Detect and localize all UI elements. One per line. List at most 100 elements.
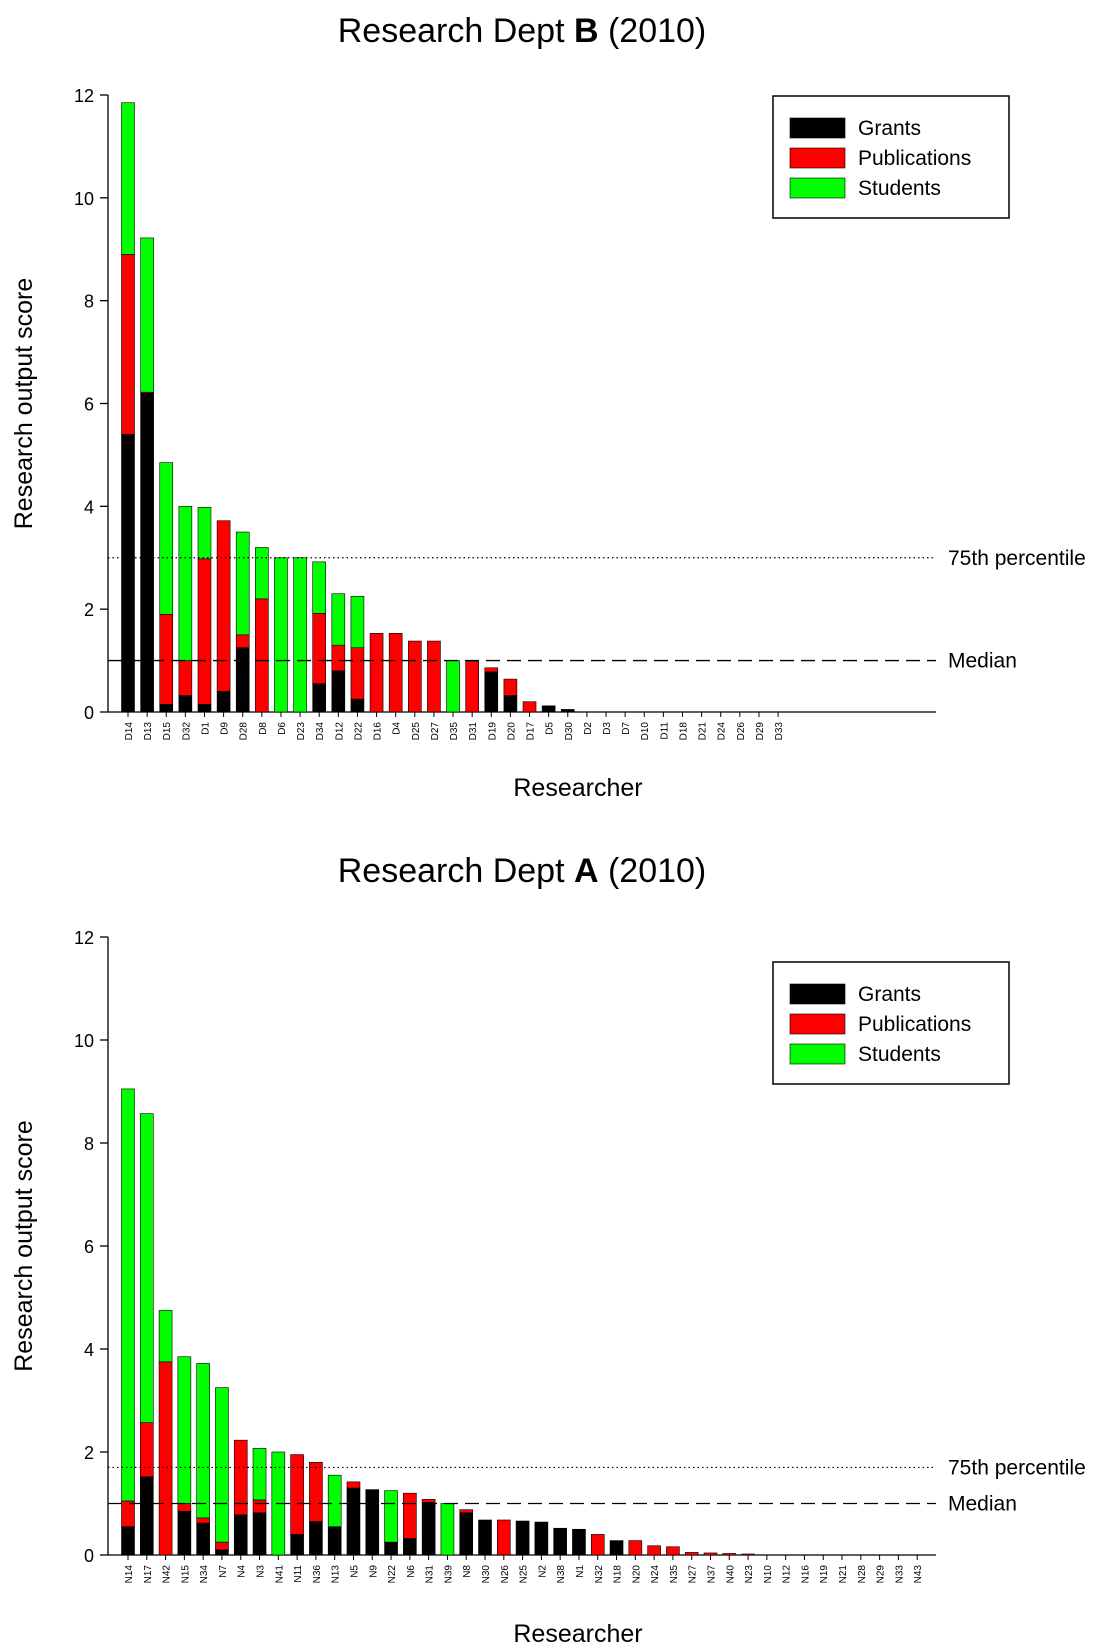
x-tick-label: D1 — [200, 722, 211, 735]
bar-publications-d28 — [235, 634, 250, 649]
bar-publications-d20 — [503, 678, 518, 696]
y-tick-label: 4 — [84, 1340, 94, 1360]
x-tick-label: N1 — [575, 1565, 586, 1578]
bar-students-d23 — [293, 557, 307, 713]
x-tick-label: D24 — [717, 722, 728, 741]
legend: Grants Publications Students — [772, 961, 1010, 1085]
bar-publications-n3 — [252, 1499, 267, 1514]
bar-students-d6 — [274, 557, 288, 713]
bar-publications-d19 — [484, 667, 499, 673]
bar-publications-n42 — [158, 1361, 173, 1556]
chart-title-letter: B — [574, 12, 599, 50]
bar-publications-d15 — [159, 614, 174, 705]
chart-title: Research Dept A (2010) — [338, 852, 707, 890]
x-tick-label: N28 — [857, 1565, 868, 1584]
bar-publications-d27 — [427, 640, 441, 713]
legend-swatch-publications — [789, 147, 846, 169]
x-tick-label: D28 — [239, 722, 250, 741]
x-tick-label: N38 — [556, 1565, 567, 1584]
reference-label: Median — [948, 650, 1017, 673]
bar-grants-n5 — [346, 1487, 361, 1556]
bar-publications-n32 — [590, 1534, 605, 1556]
bar-publications-n14 — [121, 1500, 135, 1527]
x-tick-label: N23 — [744, 1565, 755, 1584]
bar-grants-n1 — [572, 1528, 586, 1556]
bar-students-d35 — [446, 660, 460, 713]
x-tick-label: D21 — [698, 722, 709, 741]
x-tick-label: N19 — [819, 1565, 830, 1584]
bar-grants-n22 — [384, 1541, 398, 1556]
bar-grants-n31 — [421, 1502, 436, 1556]
bar-students-d15 — [159, 462, 174, 615]
x-tick-label: D23 — [296, 722, 307, 741]
bar-grants-d30 — [560, 709, 575, 713]
x-tick-label: N20 — [631, 1565, 642, 1584]
x-tick-label: N5 — [349, 1565, 360, 1578]
bar-publications-d8 — [255, 598, 269, 713]
legend: Grants Publications Students — [772, 95, 1010, 219]
bar-students-d12 — [331, 593, 346, 646]
x-tick-label: N31 — [425, 1565, 436, 1584]
x-tick-label: N35 — [669, 1565, 680, 1584]
bar-students-n22 — [384, 1490, 398, 1543]
bar-grants-d28 — [235, 647, 250, 713]
bar-grants-n30 — [478, 1519, 492, 1556]
x-tick-label: N26 — [500, 1565, 511, 1584]
bar-students-d28 — [235, 531, 250, 636]
x-tick-label: D14 — [124, 722, 135, 741]
bar-students-d1 — [197, 507, 212, 560]
bar-publications-n5 — [346, 1481, 361, 1489]
chart-title-prefix: Research Dept — [338, 852, 574, 890]
legend-label-publications: Publications — [858, 1013, 971, 1036]
x-tick-label: N6 — [406, 1565, 417, 1578]
bar-grants-n3 — [252, 1512, 267, 1556]
x-tick-label: N36 — [312, 1565, 323, 1584]
x-tick-label: N2 — [537, 1565, 548, 1578]
x-tick-label: D34 — [315, 722, 326, 741]
y-tick-label: 4 — [84, 497, 94, 517]
bar-publications-d1 — [197, 558, 212, 705]
bar-grants-n25 — [515, 1520, 530, 1556]
bar-grants-n34 — [196, 1522, 210, 1556]
x-tick-label: D5 — [545, 722, 556, 735]
chart-dept-b: Research Dept B (2010) 0 2 4 6 8 10 12 Research … — [10, 12, 1086, 802]
x-tick-label: D19 — [487, 722, 498, 741]
bar-students-n39 — [440, 1503, 455, 1556]
bar-publications-n26 — [496, 1519, 511, 1556]
legend-label-grants: Grants — [858, 117, 921, 140]
x-tick-label: D7 — [621, 722, 632, 735]
x-tick-label: D8 — [258, 722, 269, 735]
x-tick-label: D27 — [430, 722, 441, 741]
chart-title-prefix: Research Dept — [338, 12, 574, 50]
bar-publications-d31 — [465, 661, 479, 713]
x-tick-label: D17 — [526, 722, 537, 741]
x-tick-label: N27 — [688, 1565, 699, 1584]
x-tick-label: D12 — [334, 722, 345, 741]
x-tick-label: N18 — [613, 1565, 624, 1584]
bar-grants-n13 — [327, 1526, 342, 1556]
x-tick-label: D26 — [736, 722, 747, 741]
bar-publications-n35 — [666, 1546, 680, 1556]
bar-publications-n27 — [684, 1552, 699, 1556]
x-tick-label: D33 — [774, 722, 785, 741]
x-tick-label: D10 — [640, 722, 651, 741]
x-tick-label: N41 — [274, 1565, 285, 1584]
chart-title: Research Dept B (2010) — [338, 12, 707, 50]
x-tick-label: N25 — [519, 1565, 530, 1584]
y-tick-label: 12 — [74, 928, 94, 948]
y-tick-label: 2 — [84, 1443, 94, 1463]
y-tick-label: 8 — [84, 1134, 94, 1154]
bar-publications-n34 — [196, 1517, 210, 1524]
x-tick-label: D16 — [373, 722, 384, 741]
x-tick-label: N9 — [368, 1565, 379, 1578]
bar-grants-d15 — [159, 703, 174, 713]
bar-students-d34 — [312, 561, 327, 614]
bar-publications-n11 — [290, 1454, 304, 1535]
y-tick-label: 6 — [84, 1237, 94, 1257]
chart-title-letter: A — [574, 852, 599, 890]
x-axis-title: Researcher — [513, 774, 642, 802]
x-tick-label: N3 — [256, 1565, 267, 1578]
x-tick-label: D18 — [678, 722, 689, 741]
x-tick-label: N8 — [462, 1565, 473, 1578]
